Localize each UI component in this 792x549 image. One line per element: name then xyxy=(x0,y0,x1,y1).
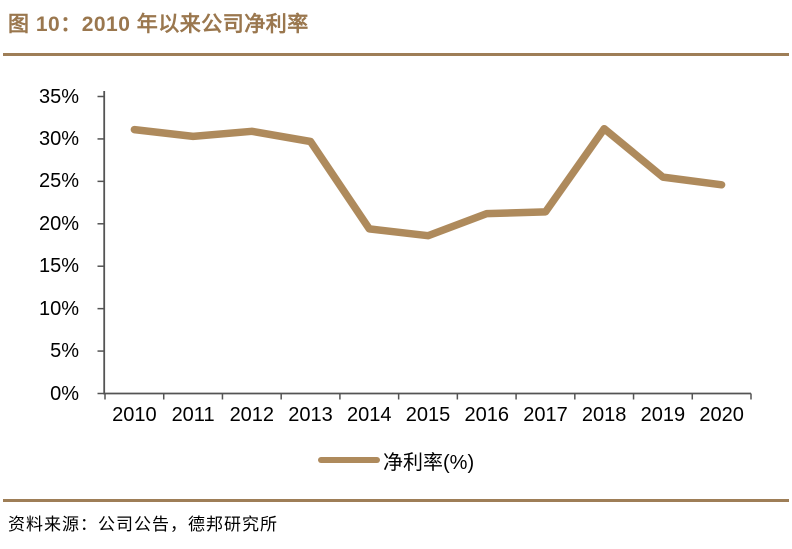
x-axis-label: 2013 xyxy=(288,404,333,426)
x-axis-label: 2010 xyxy=(112,404,157,426)
y-axis-label: 0% xyxy=(50,382,79,405)
y-axis-label: 35% xyxy=(38,85,79,108)
figure-title: 图 10：2010 年以来公司净利率 xyxy=(8,13,309,36)
y-axis-label: 20% xyxy=(38,212,79,235)
y-axis-label: 15% xyxy=(38,255,79,278)
y-axis-label: 5% xyxy=(50,340,79,363)
x-axis-label: 2014 xyxy=(347,404,392,426)
x-axis-label: 2015 xyxy=(405,404,451,426)
y-axis-label: 10% xyxy=(38,297,79,320)
title-divider xyxy=(3,53,789,56)
chart-legend: 净利率(%) xyxy=(318,447,475,474)
x-axis-label: 2011 xyxy=(171,404,215,426)
y-axis-label: 30% xyxy=(38,127,79,150)
x-axis-label: 2018 xyxy=(581,404,627,426)
x-axis-label: 2017 xyxy=(523,404,568,426)
net-margin-line xyxy=(130,124,726,240)
footer-divider xyxy=(3,499,789,502)
x-axis-label: 2019 xyxy=(640,404,686,426)
net-margin-chart: 0% 5% 10% 15% 20% 25% 30% 35% 2010 2011 2012 2013 2… xyxy=(0,56,792,496)
x-axis-label: 2012 xyxy=(229,404,275,426)
x-axis-label: 2020 xyxy=(699,404,744,426)
x-axis-label: 2016 xyxy=(464,404,509,426)
chart-canvas xyxy=(97,91,752,400)
legend-label: 净利率(%) xyxy=(383,451,475,474)
legend-line-swatch xyxy=(318,457,380,463)
source-note: 资料来源：公司公告，德邦研究所 xyxy=(8,515,278,534)
y-axis-label: 25% xyxy=(38,170,79,193)
